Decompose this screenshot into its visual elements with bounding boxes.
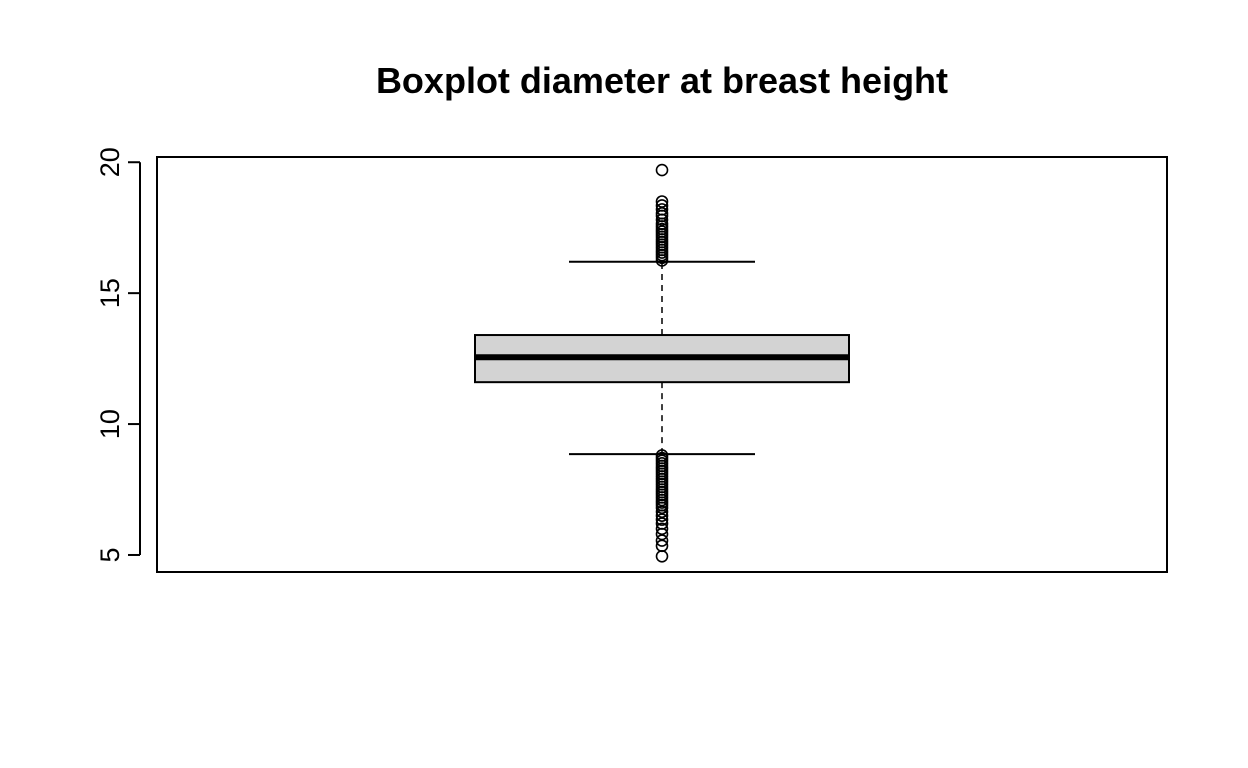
outlier-point-high <box>655 195 669 208</box>
outlier-point-high <box>655 203 669 216</box>
outlier-point-low <box>655 522 669 536</box>
outlier-point-high <box>655 163 669 177</box>
outlier-point-low <box>655 549 669 563</box>
outlier-point-low <box>655 449 669 462</box>
plot-frame <box>156 156 1168 573</box>
y-axis: 5 10 15 20 <box>95 147 141 562</box>
y-tick-label: 20 <box>95 147 125 177</box>
boxplot <box>474 163 850 563</box>
outliers <box>655 163 669 563</box>
y-tick-label: 10 <box>95 409 125 439</box>
chart-title: Boxplot diameter at breast height <box>376 60 948 101</box>
y-tick-label: 15 <box>95 278 125 308</box>
outlier-point-high <box>655 199 669 212</box>
y-tick-label: 5 <box>95 547 125 562</box>
